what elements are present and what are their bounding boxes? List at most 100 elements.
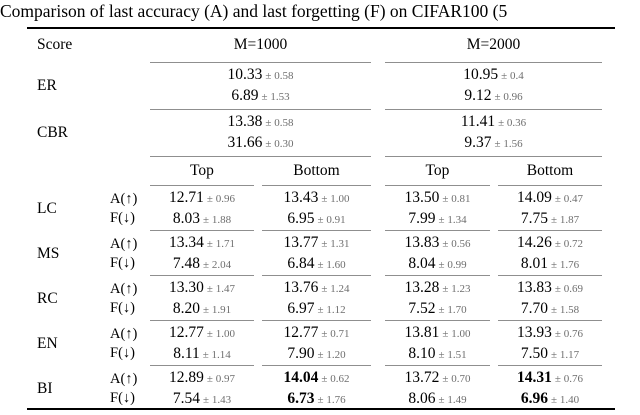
value-std: ± 1.00	[442, 328, 471, 340]
value-num: 13.43	[283, 189, 319, 206]
metric-label-accuracy: A(↑)	[110, 236, 138, 252]
value-std: ± 1.60	[317, 259, 346, 271]
method-label: RC	[37, 290, 58, 307]
column-midrules	[27, 363, 615, 368]
value-cell: 12.89 ± 0.97 7.54 ± 1.43	[146, 368, 258, 410]
method-label: MS	[37, 245, 60, 262]
value-num: 13.83	[517, 279, 552, 296]
table-caption: Comparison of last accuracy (A) and last…	[0, 1, 508, 21]
table-row-ms: MS A(↑) F(↓) 13.34 ± 1.71 7.48 ± 2.04 13.7…	[27, 233, 615, 273]
midrule	[385, 109, 602, 110]
table-row-en: EN A(↑) F(↓) 12.77 ± 1.00 8.11 ± 1.14 12.7…	[27, 323, 615, 363]
bottom-rule	[27, 408, 615, 410]
value-std: ± 0.70	[442, 373, 471, 385]
midrule	[150, 320, 254, 321]
midrule	[150, 185, 254, 186]
results-table: Score M=1000 M=2000 ER 10.33 ± 0.58 6.89 ±…	[27, 27, 615, 410]
value-std: ± 0.4	[501, 70, 524, 82]
value-cell: 14.04 ± 0.62 6.73 ± 1.76	[258, 368, 375, 410]
value-cell: 10.33 ± 0.58 6.89 ± 1.53	[146, 65, 375, 107]
value-cell: 13.50 ± 0.81 7.99 ± 1.34	[381, 188, 494, 230]
value-num: 12.71	[169, 189, 204, 206]
value-std: ± 0.56	[442, 238, 471, 250]
value-std: ± 1.00	[206, 328, 235, 340]
table-row-rc: RC A(↑) F(↓) 13.30 ± 1.47 8.20 ± 1.91 13.7…	[27, 278, 615, 318]
value-std: ± 0.69	[554, 283, 583, 295]
value-num: 31.66	[227, 134, 263, 151]
column-midrules	[27, 228, 615, 233]
value-cell: 14.31 ± 0.76 6.96 ± 1.40	[494, 368, 606, 410]
value-cell: 14.09 ± 0.47 7.75 ± 1.87	[494, 188, 606, 230]
value-cell: 11.41 ± 0.36 9.37 ± 1.56	[381, 112, 606, 154]
metric-labels: A(↑) F(↓)	[110, 280, 146, 318]
value-num: 8.06	[408, 390, 436, 407]
value-num: 13.50	[404, 189, 440, 206]
table-row-bi: BI A(↑) F(↓) 12.89 ± 0.97 7.54 ± 1.43 14.0…	[27, 368, 615, 408]
group-midrules	[27, 107, 615, 112]
value-num: 13.72	[404, 369, 440, 386]
midrule	[385, 365, 490, 366]
value-num: 7.54	[172, 390, 201, 407]
value-std: ± 0.30	[265, 138, 294, 150]
metric-label-forgetting: F(↓)	[110, 255, 135, 271]
table-row-lc: LC A(↑) F(↓) 12.71 ± 0.96 8.03 ± 1.88 13.4…	[27, 188, 615, 228]
value-std: ± 0.58	[265, 70, 294, 82]
metric-labels: A(↑) F(↓)	[110, 325, 146, 363]
value-std: ± 1.76	[317, 394, 346, 406]
group-midrules	[27, 60, 615, 65]
value-std: ± 0.71	[321, 328, 350, 340]
metric-label-forgetting: F(↓)	[110, 210, 135, 226]
metric-label-forgetting: F(↓)	[110, 390, 135, 406]
column-midrules	[27, 183, 615, 188]
method-label: EN	[37, 335, 58, 352]
midrule	[150, 230, 254, 231]
value-cell: 13.28 ± 1.23 7.52 ± 1.70	[381, 278, 494, 320]
col-header-bottom-m2000: Bottom	[526, 162, 574, 179]
value-num: 9.37	[464, 134, 492, 151]
value-std: ± 1.70	[438, 304, 467, 316]
value-cell: 12.77 ± 0.71 7.90 ± 1.20	[258, 323, 375, 365]
midrule	[498, 185, 602, 186]
value-std: ± 0.72	[554, 238, 583, 250]
method-label: LC	[37, 200, 57, 217]
value-std: ± 0.76	[554, 373, 583, 385]
value-num: 9.12	[464, 87, 492, 104]
value-cell: 10.95 ± 0.4 9.12 ± 0.96	[381, 65, 606, 107]
value-cell: 13.30 ± 1.47 8.20 ± 1.91	[146, 278, 258, 320]
value-std: ± 1.87	[551, 214, 580, 226]
value-num: 13.81	[404, 324, 440, 341]
metric-labels: A(↑) F(↓)	[110, 235, 146, 273]
value-num: 8.01	[520, 255, 549, 272]
value-std: ± 1.17	[551, 349, 580, 361]
value-std: ± 1.71	[206, 238, 235, 250]
value-num: 8.03	[172, 210, 201, 227]
col-header-top-m1000: Top	[190, 162, 214, 179]
value-cell: 13.83 ± 0.56 8.04 ± 0.99	[381, 233, 494, 275]
value-cell: 13.72 ± 0.70 8.06 ± 1.49	[381, 368, 494, 410]
midrule	[262, 275, 371, 276]
value-cell: 13.77 ± 1.31 6.84 ± 1.60	[258, 233, 375, 275]
value-cell: 13.83 ± 0.69 7.70 ± 1.58	[494, 278, 606, 320]
value-cell: 13.93 ± 0.76 7.50 ± 1.17	[494, 323, 606, 365]
group-midrules	[27, 154, 615, 159]
header-row: Score M=1000 M=2000	[27, 29, 615, 60]
value-std: ± 1.58	[551, 304, 580, 316]
m2000-group-header: M=2000	[466, 35, 521, 53]
value-num-best: 6.73	[287, 390, 315, 407]
col-header-top-m2000: Top	[425, 162, 450, 179]
value-std: ± 0.81	[442, 193, 471, 205]
value-std: ± 1.76	[551, 259, 580, 271]
value-cell: 13.76 ± 1.24 6.97 ± 1.12	[258, 278, 375, 320]
midrule	[498, 230, 602, 231]
midrule	[498, 320, 602, 321]
value-cell: 12.77 ± 1.00 8.11 ± 1.14	[146, 323, 258, 365]
metric-label-forgetting: F(↓)	[110, 300, 135, 316]
value-num: 8.20	[172, 300, 201, 317]
metric-label-accuracy: A(↑)	[110, 326, 138, 342]
midrule	[498, 365, 602, 366]
value-std: ± 1.51	[438, 349, 467, 361]
value-std: ± 1.53	[261, 91, 290, 103]
value-num: 7.75	[520, 210, 549, 227]
value-num: 7.70	[520, 300, 549, 317]
metric-label-accuracy: A(↑)	[110, 371, 138, 387]
